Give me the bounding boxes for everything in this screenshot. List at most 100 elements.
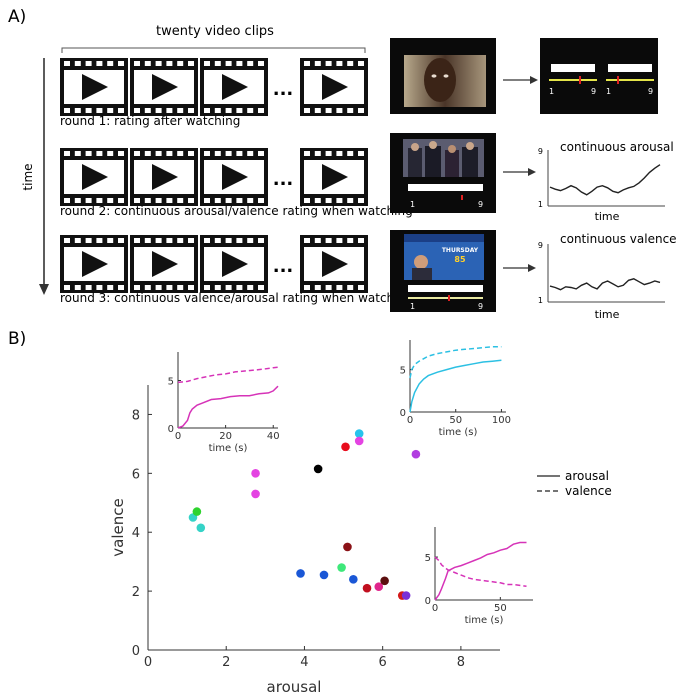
sprocket-hole bbox=[336, 151, 343, 156]
valence-series-line bbox=[177, 366, 279, 384]
sprocket-hole bbox=[155, 108, 162, 113]
rating-1-min: 1 bbox=[549, 87, 554, 96]
sprocket-hole bbox=[134, 198, 140, 203]
sprocket-hole bbox=[336, 61, 343, 66]
round-2-label: round 2: continuous arousal/valence rati… bbox=[60, 204, 413, 218]
sprocket-hole bbox=[177, 238, 184, 243]
inset-x-axis-label: time (s) bbox=[465, 615, 504, 626]
ellipsis-1: ... bbox=[273, 79, 294, 100]
sprocket-hole bbox=[107, 198, 114, 203]
data-point bbox=[341, 442, 350, 452]
filmstrip-round-1 bbox=[60, 58, 368, 116]
sprocket-hole bbox=[314, 151, 321, 156]
continuous-arousal-plot: continuous arousal 9 1 time bbox=[538, 140, 674, 223]
sprocket-hole bbox=[155, 198, 162, 203]
play-icon bbox=[222, 164, 248, 190]
film-frame bbox=[300, 58, 368, 116]
sprocket-hole bbox=[144, 198, 151, 203]
play-icon bbox=[222, 74, 248, 100]
arousal-plot-ymax: 9 bbox=[538, 147, 543, 156]
sprocket-hole bbox=[247, 198, 254, 203]
sprocket-hole bbox=[358, 285, 364, 290]
sprocket-hole bbox=[166, 151, 173, 156]
screen-2-min: 1 bbox=[410, 200, 415, 209]
inset-chart-magenta-top: 0 20 40 0 5 time (s) bbox=[168, 352, 280, 454]
legend: arousal valence bbox=[537, 469, 612, 498]
sprocket-hole bbox=[236, 61, 243, 66]
sprocket-hole bbox=[74, 61, 81, 66]
sprocket-hole bbox=[74, 151, 81, 156]
sprocket-hole bbox=[188, 285, 194, 290]
arousal-series-line bbox=[409, 359, 502, 413]
film-frame bbox=[130, 58, 198, 116]
sprocket-hole bbox=[155, 238, 162, 243]
sprocket-hole bbox=[314, 285, 321, 290]
sprocket-hole bbox=[166, 61, 173, 66]
sprocket-hole bbox=[336, 285, 343, 290]
valence-series-line bbox=[434, 556, 527, 588]
film-frame bbox=[130, 235, 198, 293]
data-point bbox=[411, 449, 421, 459]
film-frame bbox=[200, 148, 268, 206]
video-screen-2: 1 9 bbox=[390, 133, 496, 213]
svg-text:THURSDAY: THURSDAY bbox=[442, 247, 479, 254]
time-arrow-head bbox=[39, 284, 49, 295]
sprocket-hole bbox=[155, 61, 162, 66]
data-point bbox=[354, 429, 364, 438]
sprocket-hole bbox=[85, 151, 92, 156]
sprocket-hole bbox=[64, 285, 70, 290]
sprocket-hole bbox=[236, 108, 243, 113]
sprocket-hole bbox=[347, 238, 354, 243]
sprocket-hole bbox=[225, 151, 232, 156]
sprocket-hole bbox=[134, 238, 140, 243]
sprocket-hole bbox=[304, 238, 310, 243]
sprocket-hole bbox=[236, 198, 243, 203]
sprocket-hole bbox=[177, 151, 184, 156]
round-3-label: round 3: continuous valence/arousal rati… bbox=[60, 291, 413, 305]
sprocket-hole bbox=[358, 198, 364, 203]
main-scatter-chart: 0 2 4 6 8 0 2 4 6 8 arousal valence bbox=[109, 385, 500, 696]
ellipsis-2: ... bbox=[273, 169, 294, 190]
inset-chart-cyan: 0 50 100 0 5 time (s) bbox=[400, 340, 511, 438]
sprocket-hole bbox=[96, 198, 103, 203]
sprocket-hole bbox=[96, 61, 103, 66]
data-point bbox=[362, 583, 372, 593]
sprocket-hole bbox=[325, 285, 332, 290]
sprocket-hole bbox=[336, 198, 343, 203]
sprocket-hole bbox=[236, 151, 243, 156]
inset-y-tick-label: 0 bbox=[168, 424, 174, 435]
sprocket-hole bbox=[358, 108, 364, 113]
arousal-series-line bbox=[434, 541, 527, 601]
inset-y-tick-label: 5 bbox=[400, 366, 406, 377]
sprocket-hole bbox=[96, 285, 103, 290]
film-frame bbox=[60, 58, 128, 116]
sprocket-hole bbox=[204, 198, 210, 203]
sprocket-hole bbox=[247, 285, 254, 290]
video-screen-3: THURSDAY 85 1 9 bbox=[390, 230, 496, 312]
valence-plot-ymax: 9 bbox=[538, 241, 543, 250]
sprocket-hole bbox=[134, 285, 140, 290]
x-tick-label: 0 bbox=[144, 655, 152, 670]
sprocket-hole bbox=[247, 238, 254, 243]
inset-x-axis-label: time (s) bbox=[209, 443, 248, 454]
sprocket-hole bbox=[134, 61, 140, 66]
sprocket-hole bbox=[118, 198, 124, 203]
data-point bbox=[401, 591, 411, 600]
sprocket-hole bbox=[214, 61, 221, 66]
x-tick-label: 4 bbox=[300, 655, 308, 670]
screen-3-max: 9 bbox=[478, 302, 483, 311]
sprocket-hole bbox=[188, 198, 194, 203]
data-point bbox=[251, 469, 260, 478]
play-icon bbox=[322, 74, 348, 100]
svg-text:85: 85 bbox=[454, 255, 466, 264]
sprocket-hole bbox=[358, 61, 364, 66]
sprocket-hole bbox=[166, 285, 173, 290]
inset-y-tick-label: 5 bbox=[168, 377, 174, 388]
sprocket-hole bbox=[64, 108, 70, 113]
sprocket-hole bbox=[107, 238, 114, 243]
sprocket-hole bbox=[214, 151, 221, 156]
sprocket-hole bbox=[204, 61, 210, 66]
valence-plot-title: continuous valence bbox=[560, 232, 677, 246]
inset-x-tick-label: 0 bbox=[175, 431, 181, 442]
sprocket-hole bbox=[247, 108, 254, 113]
